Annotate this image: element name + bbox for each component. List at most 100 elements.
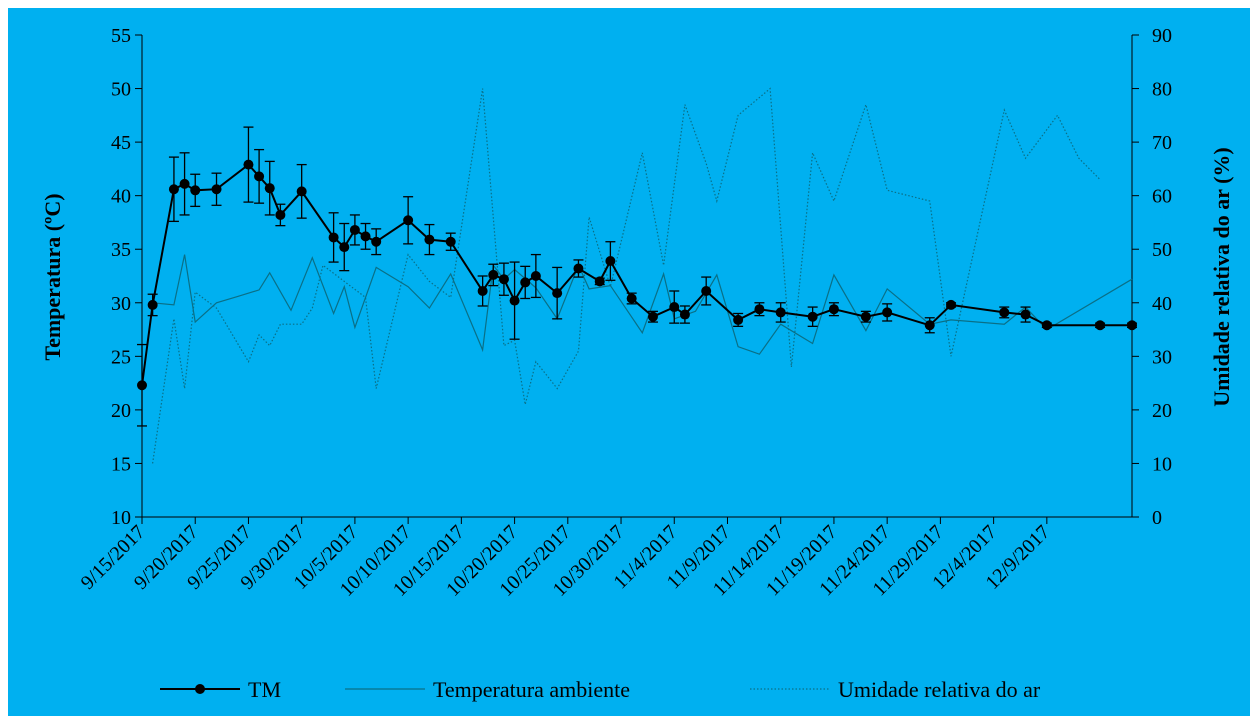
tm-data-point [339,224,349,271]
tm-marker [605,256,615,266]
tm-marker [829,304,839,314]
legend-ambiente-label: Temperatura ambiente [433,677,630,702]
y-axis-left-title: Temperatura (ºC) [40,193,65,360]
tm-marker [648,312,658,322]
tm-data-point [297,165,307,219]
tm-data-point [1095,320,1105,330]
series-tm [137,127,1137,426]
y-right-tick-label: 0 [1152,507,1162,529]
tm-data-point [478,276,488,306]
tm-data-point [510,262,520,339]
y-right-tick-label: 20 [1152,400,1172,422]
series-umidade-relativa [153,89,1101,464]
tm-marker [1021,310,1031,320]
tm-marker [446,237,456,247]
y-left-tick-label: 45 [111,132,131,154]
y-right-tick-label: 40 [1152,293,1172,315]
tm-marker [265,183,275,193]
tm-data-point [254,150,264,204]
tm-data-point [1127,320,1137,330]
tm-data-point [754,303,764,316]
tm-marker [520,277,530,287]
tm-marker [1042,320,1052,330]
y-left-tick-label: 35 [111,239,131,261]
tm-data-point [148,294,158,315]
tm-marker [946,300,956,310]
tm-marker [925,320,935,330]
tm-data-point [808,307,818,326]
tm-marker [808,312,818,322]
tm-data-point [776,303,786,322]
tm-marker [478,286,488,296]
y-right-tick-label: 30 [1152,346,1172,368]
tm-data-point [595,276,605,286]
tm-marker [371,237,381,247]
tm-marker [254,171,264,181]
tm-marker [552,288,562,298]
y-right-tick-label: 50 [1152,239,1172,261]
tm-marker [1127,320,1137,330]
tm-marker [861,312,871,322]
y-left-tick-label: 25 [111,346,131,368]
tm-data-point [371,229,381,255]
tm-marker [999,307,1009,317]
tm-data-point [999,307,1009,318]
tm-data-point [488,264,498,285]
tm-data-point [669,291,679,323]
legend-tm-label: TM [248,677,281,702]
tm-marker [680,310,690,320]
tm-marker [424,235,434,245]
tm-data-point [861,311,871,322]
y-left-tick-label: 50 [111,79,131,101]
tm-data-point [190,174,200,206]
tm-marker [212,184,222,194]
tm-marker [573,264,583,274]
tm-marker [339,242,349,252]
tm-marker [701,286,711,296]
tm-data-point [829,303,839,316]
y-right-tick-label: 60 [1152,186,1172,208]
legend: TM Temperatura ambiente Umidade relativa d… [160,677,1041,702]
y-right-tick-label: 10 [1152,453,1172,475]
tm-data-point [350,215,360,245]
legend-item-umidade: Umidade relativa do ar [750,677,1041,702]
tm-marker [243,160,253,170]
y-left-tick-label: 30 [111,293,131,315]
tm-data-point [265,161,275,215]
tm-data-point [212,173,222,205]
tm-marker [627,293,637,303]
tm-data-point [925,318,935,333]
tm-marker [329,232,339,242]
y-right-tick-label: 70 [1152,132,1172,154]
y-left-tick-label: 15 [111,453,131,475]
tm-marker [275,210,285,220]
series-temperatura-ambiente [153,255,1132,355]
tm-marker [776,307,786,317]
tm-marker [531,271,541,281]
tm-data-point [499,263,509,295]
legend-umidade-label: Umidade relativa do ar [838,677,1041,702]
tm-marker [754,304,764,314]
tm-data-point [531,255,541,298]
tm-marker [499,274,509,284]
tm-marker [190,185,200,195]
tm-marker [733,315,743,325]
tm-marker [1095,320,1105,330]
tm-marker [882,307,892,317]
y-left-tick-label: 20 [111,400,131,422]
y-right-tick-label: 90 [1152,25,1172,47]
tm-data-point [701,277,711,305]
tm-marker [361,231,371,241]
legend-tm-marker [195,684,205,694]
tm-marker [169,184,179,194]
tm-data-point [403,197,413,244]
tm-data-point [946,300,956,310]
tm-marker [350,225,360,235]
tm-data-point [680,306,690,323]
tm-data-point [520,266,530,298]
legend-item-temperatura-ambiente: Temperatura ambiente [345,677,630,702]
tm-data-point [361,224,371,250]
y-left-tick-label: 40 [111,186,131,208]
